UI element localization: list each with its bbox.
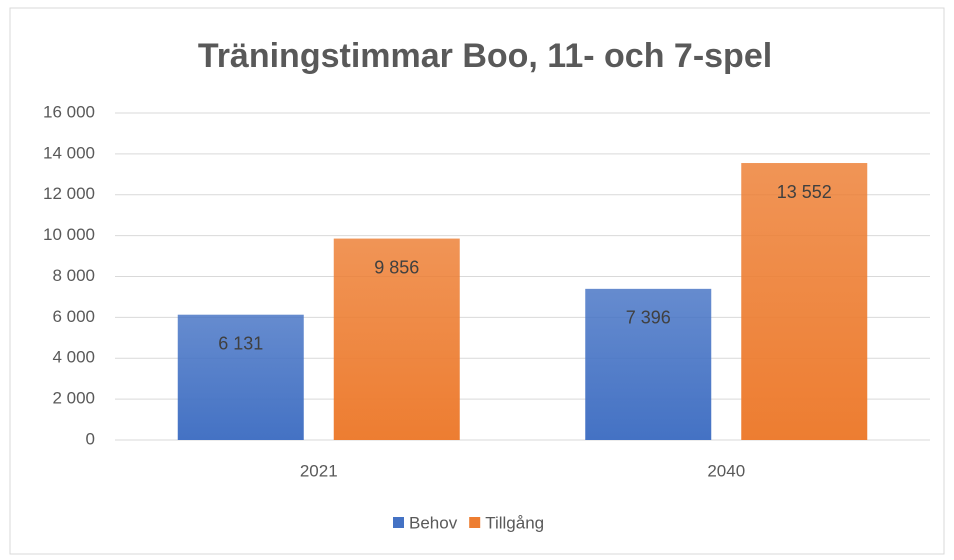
y-tick-label: 4 000 [52, 348, 95, 367]
legend-swatch [393, 517, 404, 528]
y-tick-label: 10 000 [43, 225, 95, 244]
chart-title: Träningstimmar Boo, 11- och 7-spel [198, 37, 772, 75]
x-tick-label: 2021 [300, 461, 338, 480]
y-tick-label: 12 000 [43, 184, 95, 203]
bar [333, 238, 460, 440]
bar [741, 163, 868, 440]
data-label: 13 552 [777, 182, 832, 202]
legend-label: Behov [409, 513, 458, 532]
y-tick-label: 0 [86, 429, 95, 448]
y-tick-label: 14 000 [43, 143, 95, 162]
legend-label: Tillgång [485, 513, 544, 532]
y-tick-label: 8 000 [52, 266, 95, 285]
bar [177, 314, 304, 440]
data-label: 9 856 [374, 257, 419, 277]
data-label: 6 131 [218, 333, 263, 353]
bar [585, 288, 712, 440]
y-tick-label: 6 000 [52, 307, 95, 326]
x-tick-label: 2040 [707, 461, 745, 480]
legend-swatch [469, 517, 481, 528]
y-tick-label: 2 000 [52, 389, 95, 408]
data-label: 7 396 [626, 308, 671, 328]
y-tick-label: 16 000 [43, 102, 95, 121]
